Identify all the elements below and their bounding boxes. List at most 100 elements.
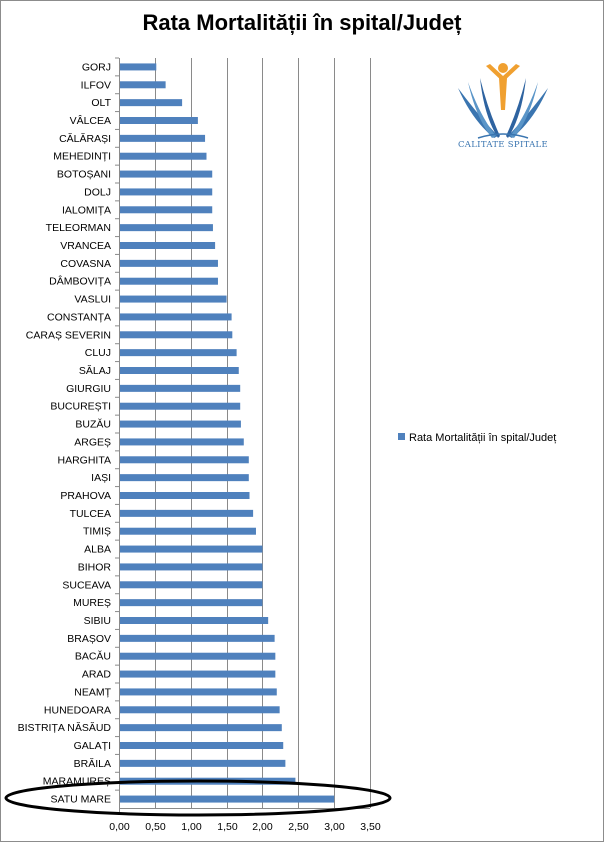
bar	[120, 295, 227, 303]
axes	[115, 57, 370, 812]
category-label: CĂLĂRAȘI	[59, 132, 111, 145]
category-label: ARGEȘ	[74, 436, 111, 448]
bar	[120, 599, 263, 607]
category-label: BRAȘOV	[67, 633, 111, 645]
category-label: BRĂILA	[74, 757, 111, 770]
bar	[120, 652, 276, 660]
bar	[120, 170, 213, 178]
category-labels: GORJ ILFOV OLT VÂLCEA CĂLĂRAȘI MEHEDINȚI BOTOȘ…	[18, 61, 112, 805]
tick-labels: 0,00 0,50 1,00 1,50 2,00 2,50 3,00 3,50	[109, 821, 381, 833]
gridlines	[155, 58, 371, 808]
bar	[120, 384, 241, 392]
bar	[120, 63, 157, 71]
bar	[120, 438, 244, 446]
category-label: IAȘI	[91, 472, 111, 484]
bar	[120, 617, 269, 624]
category-label: SIBIU	[84, 615, 111, 627]
bar	[120, 224, 213, 232]
category-label: CONSTANȚA	[47, 311, 111, 323]
bar	[120, 313, 232, 321]
bar	[120, 242, 216, 249]
bar	[120, 527, 256, 535]
bar	[120, 152, 207, 160]
category-label: BOTOȘANI	[57, 169, 111, 181]
category-label: CLUJ	[85, 347, 111, 359]
category-label: BISTRIȚA NĂSĂUD	[18, 721, 112, 734]
x-tick-label: 3,50	[360, 821, 381, 833]
category-label: ILFOV	[81, 79, 111, 91]
legend-swatch	[398, 433, 405, 440]
bar	[120, 277, 218, 285]
category-label: DÂMBOVIȚA	[49, 275, 111, 288]
bar	[120, 563, 263, 571]
chart-title: Rata Mortalității în spital/Județ	[142, 10, 462, 35]
bar	[120, 492, 250, 499]
bar	[120, 81, 166, 89]
category-label: NEAMȚ	[74, 686, 111, 698]
bar	[120, 581, 263, 589]
bar	[120, 706, 280, 714]
category-label: MEHEDINȚI	[53, 151, 111, 163]
x-tick-label: 1,00	[181, 821, 202, 833]
x-tick-label: 2,50	[288, 821, 309, 833]
category-label: BUZĂU	[75, 418, 111, 431]
category-label: BACĂU	[75, 650, 111, 663]
bar	[120, 188, 213, 196]
bar	[120, 134, 206, 142]
category-label: VASLUI	[74, 294, 111, 306]
category-label: BUCUREȘTI	[50, 401, 111, 413]
category-label: TELEORMAN	[46, 222, 111, 234]
category-label: SĂLAJ	[79, 364, 111, 377]
bar	[120, 509, 254, 517]
bar	[120, 349, 237, 357]
bar	[120, 206, 213, 214]
x-tick-label: 2,00	[252, 821, 273, 833]
highlight-ellipse	[4, 779, 392, 817]
category-label: GORJ	[82, 61, 111, 73]
category-label: HUNEDOARA	[44, 704, 111, 716]
category-label: ARAD	[82, 669, 112, 681]
category-label: VÂLCEA	[70, 114, 111, 127]
category-label: VRANCEA	[60, 240, 111, 252]
legend-label: Rata Mortalității în spital/Județ	[409, 432, 557, 444]
calitate-spitale-logo	[458, 63, 548, 139]
bars	[120, 63, 335, 803]
logo-text: CALITATE SPITALE	[458, 140, 548, 150]
logo-emblem	[458, 63, 548, 139]
bar	[120, 259, 218, 267]
category-label: TULCEA	[70, 508, 111, 520]
bar	[120, 688, 277, 696]
bar	[120, 670, 276, 678]
category-label: HARGHITA	[58, 454, 111, 466]
category-label: SUCEAVA	[62, 579, 111, 591]
category-label: BIHOR	[78, 561, 112, 573]
category-label: GIURGIU	[66, 383, 111, 395]
bar	[120, 420, 241, 428]
bar	[120, 795, 335, 803]
category-label: OLT	[91, 97, 111, 109]
bar	[120, 456, 249, 464]
bar	[120, 331, 233, 339]
category-label: PRAHOVA	[60, 490, 111, 502]
x-tick-label: 3,00	[324, 821, 345, 833]
category-label: DOLJ	[84, 186, 111, 198]
category-label: IALOMIȚA	[62, 204, 111, 216]
legend: Rata Mortalității în spital/Județ	[398, 432, 556, 444]
category-label: SATU MARE	[51, 794, 111, 806]
x-tick-label: 1,50	[217, 821, 238, 833]
x-tick-label: 0,00	[109, 821, 130, 833]
bar	[120, 724, 282, 732]
bar	[120, 742, 284, 749]
category-label: ALBA	[84, 544, 111, 556]
bar	[120, 117, 198, 124]
bar	[120, 634, 275, 642]
category-label: GALAȚI	[74, 740, 111, 752]
category-label: TIMIȘ	[83, 526, 111, 538]
bar	[120, 367, 239, 374]
category-label: MUREȘ	[73, 597, 111, 609]
category-label: CARAȘ SEVERIN	[26, 329, 111, 341]
bar	[120, 545, 263, 553]
bar	[120, 99, 183, 107]
bar	[120, 474, 249, 482]
